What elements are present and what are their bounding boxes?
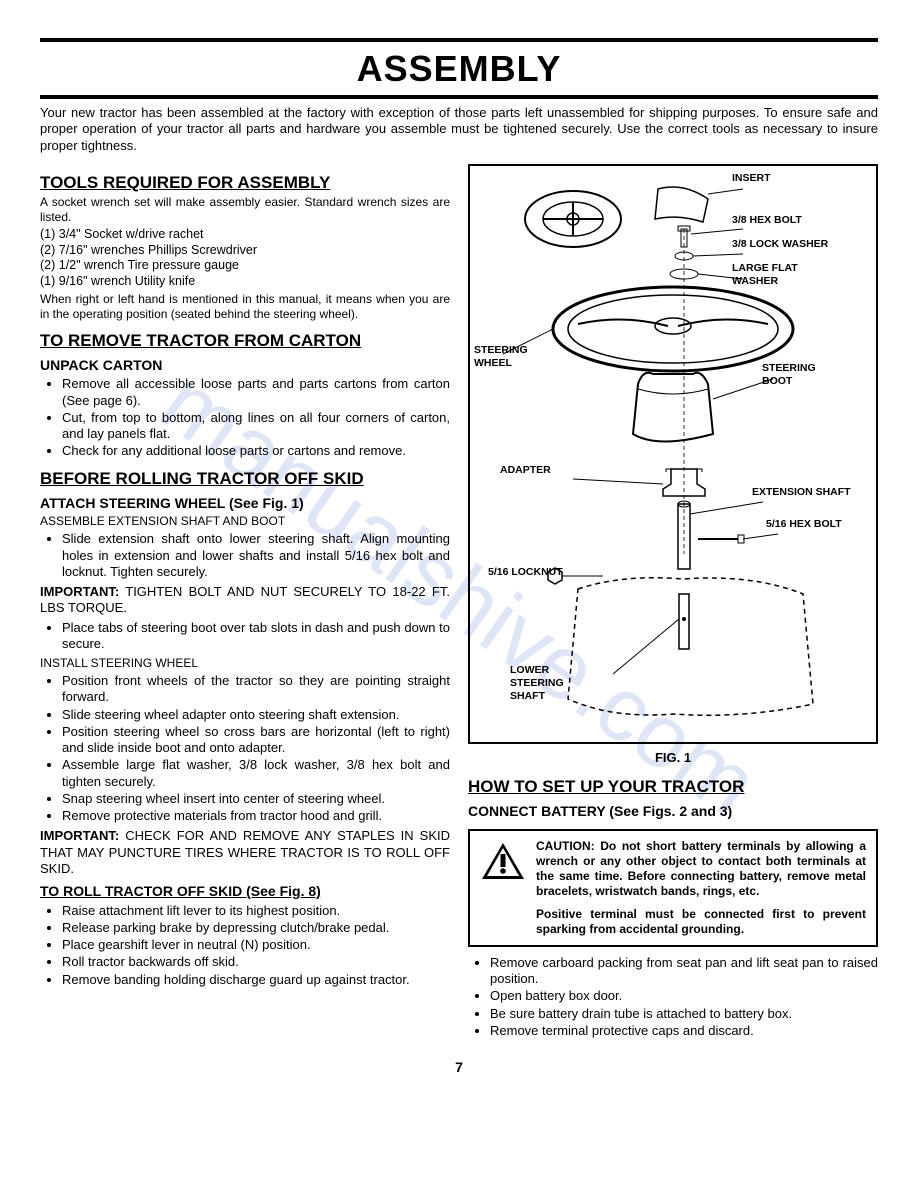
- step3-list: Position front wheels of the tractor so …: [40, 673, 450, 824]
- list-item: Position steering wheel so cross bars ar…: [62, 724, 450, 757]
- install-sub: INSTALL STEERING WHEEL: [40, 656, 450, 671]
- label-lower: LOWER STEERING SHAFT: [510, 664, 590, 703]
- important-1: IMPORTANT: TIGHTEN BOLT AND NUT SECURELY…: [40, 584, 450, 617]
- tool-item: (2) 1/2" wrench Tire pressure gauge: [40, 258, 450, 274]
- tools-heading: TOOLS REQUIRED FOR ASSEMBLY: [40, 172, 450, 193]
- list-item: Remove all accessible loose parts and pa…: [62, 376, 450, 409]
- list-item: Assemble large flat washer, 3/8 lock was…: [62, 757, 450, 790]
- page-number: 7: [40, 1059, 878, 1077]
- list-item: Snap steering wheel insert into center o…: [62, 791, 450, 807]
- list-item: Check for any additional loose parts or …: [62, 443, 450, 459]
- two-column-layout: TOOLS REQUIRED FOR ASSEMBLY A socket wre…: [40, 164, 878, 1043]
- list-item: Remove protective materials from tractor…: [62, 808, 450, 824]
- left-column: TOOLS REQUIRED FOR ASSEMBLY A socket wre…: [40, 164, 450, 1043]
- unpack-heading: UNPACK CARTON: [40, 357, 450, 375]
- figure-caption: FIG. 1: [468, 750, 878, 766]
- list-item: Remove terminal protective caps and disc…: [490, 1023, 878, 1039]
- important-label: IMPORTANT:: [40, 828, 119, 843]
- label-adapter: ADAPTER: [500, 464, 551, 477]
- list-item: Slide extension shaft onto lower steerin…: [62, 531, 450, 580]
- label-flat: LARGE FLAT WASHER: [732, 262, 832, 288]
- tools-list: (1) 3/4" Socket w/drive rachet (2) 7/16"…: [40, 227, 450, 290]
- list-item: Open battery box door.: [490, 988, 878, 1004]
- label-insert: INSERT: [732, 172, 771, 185]
- list-item: Cut, from top to bottom, along lines on …: [62, 410, 450, 443]
- unpack-list: Remove all accessible loose parts and pa…: [40, 376, 450, 459]
- under-title-rule: [40, 95, 878, 99]
- label-boot: STEERING BOOT: [762, 362, 842, 388]
- important-2: IMPORTANT: CHECK FOR AND REMOVE ANY STAP…: [40, 828, 450, 877]
- tools-lead: A socket wrench set will make assembly e…: [40, 195, 450, 225]
- list-item: Place tabs of steering boot over tab slo…: [62, 620, 450, 653]
- step2-list: Place tabs of steering boot over tab slo…: [40, 620, 450, 653]
- tools-note: When right or left hand is mentioned in …: [40, 292, 450, 322]
- label-wheel: STEERING WHEEL: [474, 344, 544, 370]
- list-item: Remove carboard packing from seat pan an…: [490, 955, 878, 988]
- tool-item: (1) 3/4" Socket w/drive rachet: [40, 227, 450, 243]
- label-ext: EXTENSION SHAFT: [752, 486, 851, 499]
- roll-heading: TO ROLL TRACTOR OFF SKID (See Fig. 8): [40, 883, 450, 901]
- list-item: Position front wheels of the tractor so …: [62, 673, 450, 706]
- attach-heading: ATTACH STEERING WHEEL (See Fig. 1): [40, 495, 450, 513]
- tool-item: (2) 7/16" wrenches Phillips Screwdriver: [40, 243, 450, 259]
- setup-heading: HOW TO SET UP YOUR TRACTOR: [468, 776, 878, 797]
- right-column: INSERT 3/8 HEX BOLT 3/8 LOCK WASHER LARG…: [468, 164, 878, 1043]
- top-rule-thick: [40, 38, 878, 42]
- caution-para-2: Positive terminal must be connected firs…: [536, 907, 866, 937]
- label-hex38: 3/8 HEX BOLT: [732, 214, 802, 227]
- list-item: Place gearshift lever in neutral (N) pos…: [62, 937, 450, 953]
- label-lock38: 3/8 LOCK WASHER: [732, 238, 828, 251]
- before-heading: BEFORE ROLLING TRACTOR OFF SKID: [40, 468, 450, 489]
- figure-1-box: INSERT 3/8 HEX BOLT 3/8 LOCK WASHER LARG…: [468, 164, 878, 744]
- remove-heading: TO REMOVE TRACTOR FROM CARTON: [40, 330, 450, 351]
- tool-item: (1) 9/16" wrench Utility knife: [40, 274, 450, 290]
- list-item: Roll tractor backwards off skid.: [62, 954, 450, 970]
- intro-paragraph: Your new tractor has been assembled at t…: [40, 105, 878, 154]
- label-hex516: 5/16 HEX BOLT: [766, 518, 842, 531]
- important-label: IMPORTANT:: [40, 584, 119, 599]
- list-item: Be sure battery drain tube is attached t…: [490, 1006, 878, 1022]
- label-lock516: 5/16 LOCKNUT: [488, 566, 563, 579]
- connect-heading: CONNECT BATTERY (See Figs. 2 and 3): [468, 803, 878, 821]
- list-item: Slide steering wheel adapter onto steeri…: [62, 707, 450, 723]
- caution-para-1: CAUTION: Do not short battery terminals …: [536, 839, 866, 899]
- warning-icon: [480, 841, 526, 885]
- list-item: Release parking brake by depressing clut…: [62, 920, 450, 936]
- list-item: Remove banding holding discharge guard u…: [62, 972, 450, 988]
- caution-text: CAUTION: Do not short battery terminals …: [536, 839, 866, 937]
- list-item: Raise attachment lift lever to its highe…: [62, 903, 450, 919]
- page-content: ASSEMBLY Your new tractor has been assem…: [40, 38, 878, 1077]
- setup-list: Remove carboard packing from seat pan an…: [468, 955, 878, 1039]
- assemble-sub: ASSEMBLE EXTENSION SHAFT AND BOOT: [40, 514, 450, 529]
- roll-list: Raise attachment lift lever to its highe…: [40, 903, 450, 988]
- caution-box: CAUTION: Do not short battery terminals …: [468, 829, 878, 947]
- figure-1-svg: [478, 174, 868, 734]
- main-title: ASSEMBLY: [40, 46, 878, 91]
- step1-list: Slide extension shaft onto lower steerin…: [40, 531, 450, 580]
